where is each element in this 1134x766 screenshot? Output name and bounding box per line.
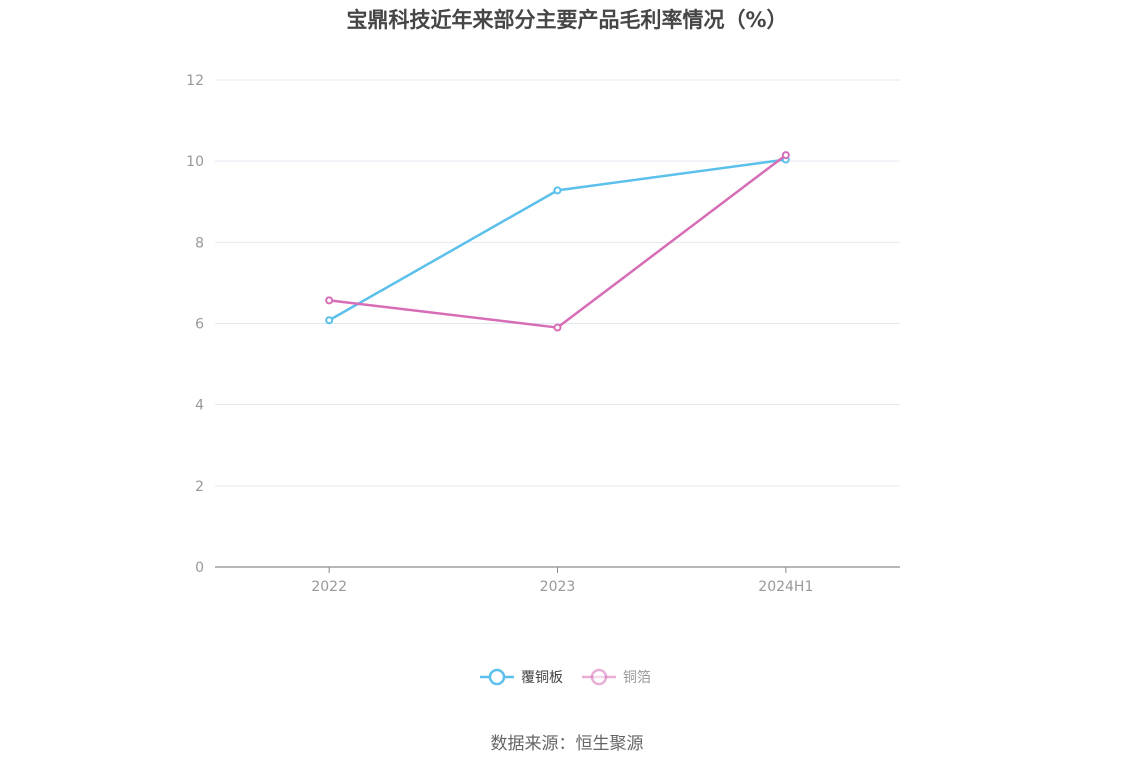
y-tick-label: 8 xyxy=(195,235,204,251)
source-note: 数据来源：恒生聚源 xyxy=(490,734,644,754)
data-point xyxy=(781,151,790,160)
chart-title: 宝鼎科技近年来部分主要产品毛利率情况（%） xyxy=(346,8,788,32)
series-line-1 xyxy=(328,158,787,322)
y-tick-label: 6 xyxy=(195,317,204,333)
series-line-2 xyxy=(329,154,787,329)
data-point xyxy=(325,316,334,325)
x-tick-label: 2024H1 xyxy=(758,579,813,595)
legend[interactable]: 覆铜板 铜箔 xyxy=(480,668,651,686)
y-tick-label: 2 xyxy=(195,479,204,495)
data-point xyxy=(553,323,562,332)
legend-item-1[interactable]: 覆铜板 xyxy=(480,668,563,686)
legend-label: 覆铜板 xyxy=(521,670,563,686)
y-tick-label: 4 xyxy=(195,398,204,414)
axes: 0 2 4 6 8 10 12 2022 2023 2024H1 xyxy=(186,73,900,595)
x-tick-label: 2022 xyxy=(311,579,347,595)
x-tick-label: 2023 xyxy=(540,579,576,595)
data-point xyxy=(325,296,334,305)
legend-label: 铜箔 xyxy=(623,670,651,686)
legend-marker-icon xyxy=(488,668,506,686)
y-tick-label: 10 xyxy=(186,154,204,170)
grid-lines xyxy=(215,79,900,487)
y-tick-label: 0 xyxy=(195,560,204,576)
y-tick-label: 12 xyxy=(186,73,204,89)
legend-item-2[interactable]: 铜箔 xyxy=(582,668,651,686)
series-lines xyxy=(325,151,790,332)
data-point xyxy=(553,186,562,195)
legend-marker-icon xyxy=(590,668,608,686)
